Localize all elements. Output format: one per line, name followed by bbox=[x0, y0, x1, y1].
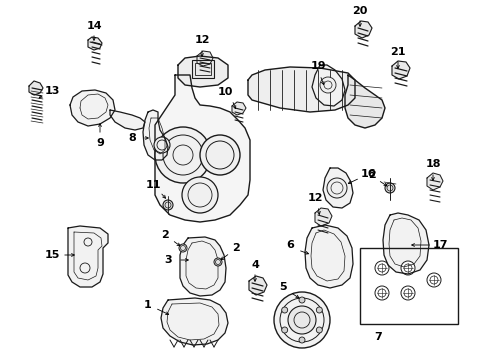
Circle shape bbox=[426, 273, 440, 287]
Text: 9: 9 bbox=[96, 138, 104, 148]
Text: 4: 4 bbox=[250, 260, 259, 270]
Circle shape bbox=[200, 135, 240, 175]
Text: 10: 10 bbox=[217, 87, 232, 97]
Text: 2: 2 bbox=[161, 230, 168, 240]
Text: 15: 15 bbox=[44, 250, 60, 260]
Text: 18: 18 bbox=[425, 159, 440, 169]
Polygon shape bbox=[68, 226, 108, 287]
Circle shape bbox=[179, 244, 186, 252]
Circle shape bbox=[374, 286, 388, 300]
Bar bbox=[192, 60, 214, 78]
Polygon shape bbox=[354, 21, 371, 38]
Text: 21: 21 bbox=[389, 47, 405, 57]
Circle shape bbox=[374, 261, 388, 275]
Bar bbox=[359, 248, 457, 324]
Text: 19: 19 bbox=[309, 61, 325, 71]
Circle shape bbox=[182, 177, 218, 213]
Polygon shape bbox=[314, 208, 331, 226]
Polygon shape bbox=[155, 75, 249, 222]
Circle shape bbox=[298, 297, 305, 303]
Polygon shape bbox=[323, 168, 352, 208]
Polygon shape bbox=[197, 51, 213, 66]
Polygon shape bbox=[180, 237, 225, 296]
Circle shape bbox=[281, 327, 287, 333]
Polygon shape bbox=[161, 298, 227, 345]
Text: 7: 7 bbox=[373, 332, 381, 342]
Polygon shape bbox=[345, 75, 384, 128]
Text: 20: 20 bbox=[351, 6, 367, 16]
Circle shape bbox=[326, 178, 346, 198]
Text: 1: 1 bbox=[144, 300, 152, 310]
Circle shape bbox=[400, 261, 414, 275]
Text: 12: 12 bbox=[194, 35, 209, 45]
Circle shape bbox=[273, 292, 329, 348]
Text: 8: 8 bbox=[128, 133, 136, 143]
Circle shape bbox=[384, 183, 394, 193]
Polygon shape bbox=[305, 225, 352, 288]
Circle shape bbox=[319, 77, 335, 93]
Text: 11: 11 bbox=[145, 180, 161, 190]
Text: 14: 14 bbox=[86, 21, 102, 31]
Circle shape bbox=[298, 337, 305, 343]
Polygon shape bbox=[391, 61, 409, 79]
Circle shape bbox=[214, 258, 222, 266]
Circle shape bbox=[400, 286, 414, 300]
Circle shape bbox=[155, 127, 210, 183]
Text: 17: 17 bbox=[431, 240, 447, 250]
Polygon shape bbox=[29, 81, 43, 95]
Text: 3: 3 bbox=[164, 255, 171, 265]
Polygon shape bbox=[110, 110, 145, 130]
Text: 2: 2 bbox=[232, 243, 240, 253]
Bar bbox=[195, 63, 210, 75]
Text: 16: 16 bbox=[360, 169, 375, 179]
Polygon shape bbox=[311, 65, 345, 106]
Polygon shape bbox=[247, 67, 354, 112]
Circle shape bbox=[316, 327, 322, 333]
Text: 12: 12 bbox=[306, 193, 322, 203]
Text: 2: 2 bbox=[367, 170, 375, 180]
Text: 5: 5 bbox=[279, 282, 286, 292]
Polygon shape bbox=[248, 276, 266, 295]
Polygon shape bbox=[88, 37, 102, 50]
Polygon shape bbox=[426, 173, 442, 190]
Circle shape bbox=[163, 200, 173, 210]
Text: 13: 13 bbox=[44, 86, 60, 96]
Polygon shape bbox=[70, 90, 115, 126]
Polygon shape bbox=[178, 56, 227, 87]
Circle shape bbox=[154, 137, 170, 153]
Polygon shape bbox=[382, 213, 428, 274]
Circle shape bbox=[287, 306, 315, 334]
Text: 6: 6 bbox=[285, 240, 293, 250]
Circle shape bbox=[316, 307, 322, 313]
Circle shape bbox=[281, 307, 287, 313]
Polygon shape bbox=[231, 102, 245, 115]
Polygon shape bbox=[142, 110, 168, 160]
